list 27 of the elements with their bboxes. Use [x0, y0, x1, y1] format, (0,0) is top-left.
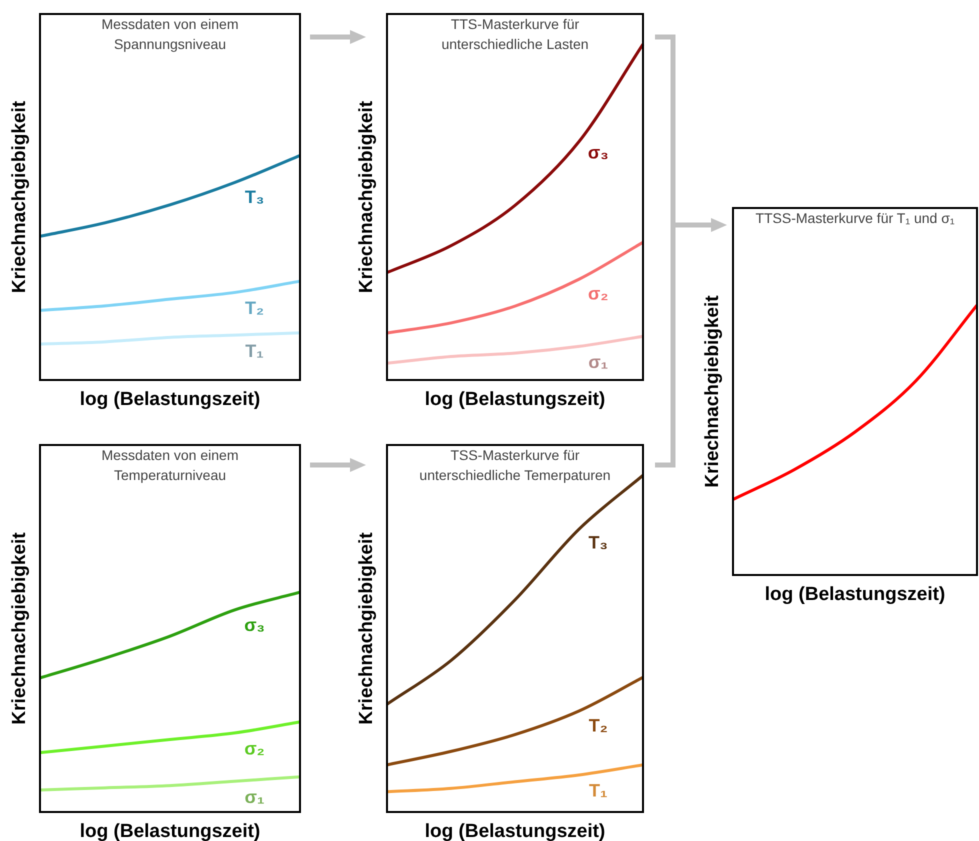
- series-label: σ₃: [244, 614, 265, 635]
- series-label: σ₁: [588, 352, 608, 372]
- series-label: T₃: [244, 186, 264, 207]
- series-label: σ₁: [244, 786, 264, 807]
- x-axis-title: log (Belastungszeit): [424, 821, 606, 841]
- chart-title: Messdaten von einem Spannungsniveau: [102, 16, 238, 52]
- series-label: T₃: [588, 532, 608, 552]
- series-label: T₂: [245, 298, 264, 318]
- x-axis-title: log (Belastungszeit): [80, 389, 260, 410]
- chart-title: TSS-Masterkurve für unterschiedliche Temerpaturen: [419, 446, 611, 483]
- y-axis-title: Kriechnachgiebigkeit: [9, 532, 30, 725]
- series-label: T₂: [588, 715, 608, 736]
- series-label: σ₂: [588, 283, 608, 304]
- chart-title: TTS-Masterkurve für unterschiedliche Lasten: [441, 16, 589, 52]
- y-axis-title: Kriechnachgiebigkeit: [356, 532, 378, 725]
- series-label: T₁: [588, 780, 608, 800]
- chart-title: Messdaten von einem Temperaturniveau: [102, 446, 238, 483]
- x-axis-title: log (Belastungszeit): [764, 584, 946, 606]
- series-label: σ₃: [588, 142, 609, 163]
- y-axis-title: Kriechnachgiebigkeit: [356, 100, 378, 294]
- x-axis-title: log (Belastungszeit): [80, 821, 260, 841]
- chart-title: TTSS-Masterkurve für T₁ und σ₁: [755, 210, 955, 226]
- x-axis-title: log (Belastungszeit): [424, 389, 606, 410]
- series-label: σ₂: [244, 738, 265, 758]
- series-label: T₁: [245, 340, 264, 361]
- y-axis-title: Kriechnachgiebigkeit: [9, 100, 30, 294]
- y-axis-title: Kriechnachgiebigkeit: [702, 294, 724, 488]
